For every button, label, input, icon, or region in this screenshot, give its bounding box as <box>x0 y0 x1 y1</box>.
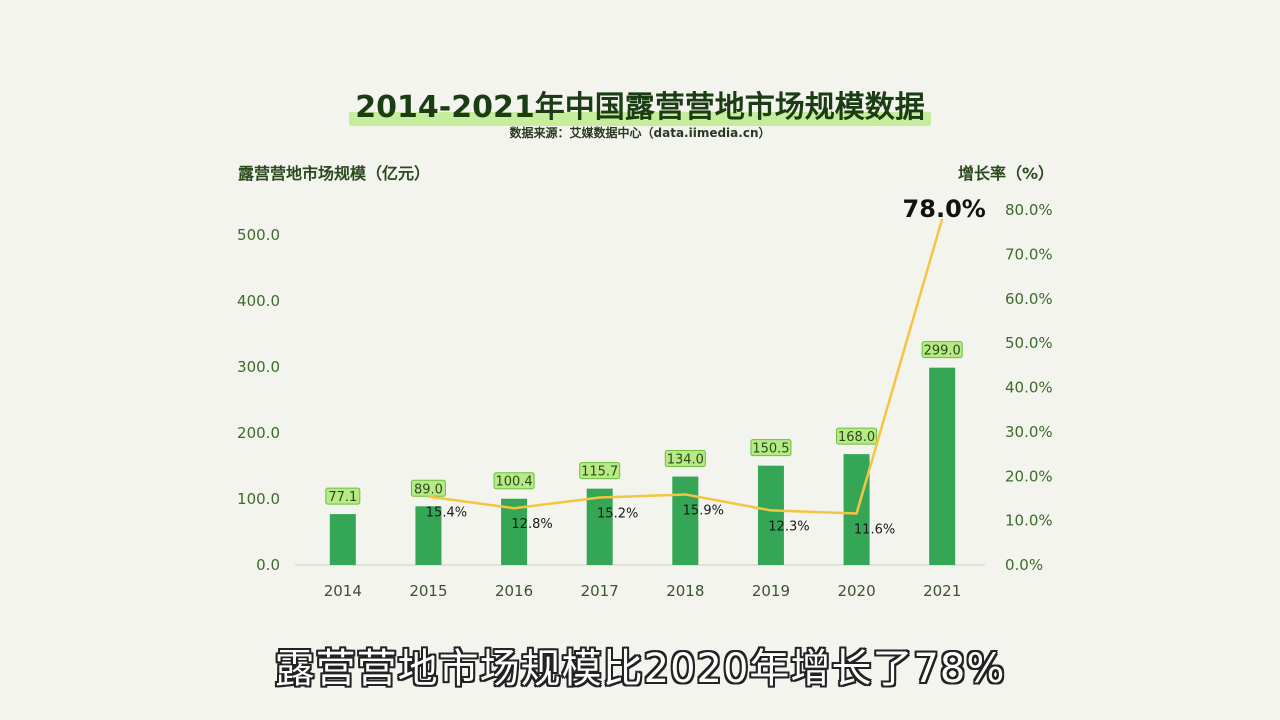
y-tick-label: 500.0 <box>237 226 280 244</box>
x-tick-label: 2017 <box>581 582 619 600</box>
y2-tick-label: 30.0% <box>1005 423 1053 441</box>
bar-value-label: 134.0 <box>667 453 704 468</box>
y-tick-label: 400.0 <box>237 292 280 310</box>
y2-tick-label: 40.0% <box>1005 379 1053 397</box>
bar-value-label: 77.1 <box>328 490 357 505</box>
bar-value-label: 89.0 <box>414 482 443 497</box>
growth-rate-label: 78.0% <box>903 195 986 223</box>
growth-rate-label: 12.8% <box>511 517 552 532</box>
growth-rate-label: 11.6% <box>854 523 895 538</box>
data-source: 数据来源：艾媒数据中心（data.iimedia.cn） <box>509 126 771 140</box>
y2-tick-label: 0.0% <box>1005 556 1043 574</box>
y2-tick-label: 70.0% <box>1005 245 1053 263</box>
y2-tick-label: 80.0% <box>1005 201 1053 219</box>
y-tick-label: 0.0 <box>256 556 280 574</box>
bar <box>415 506 442 565</box>
bar-label-bg <box>493 472 535 490</box>
bar-label-bg <box>836 427 878 445</box>
bar-value-label: 115.7 <box>581 465 618 480</box>
x-tick-label: 2014 <box>324 582 362 600</box>
y2-tick-label: 20.0% <box>1005 467 1053 485</box>
bar-label-bg <box>664 450 706 468</box>
y-tick-label: 100.0 <box>237 490 280 508</box>
bar-label-bg <box>579 462 621 480</box>
bar-value-label: 150.5 <box>752 442 789 457</box>
y-tick-label: 300.0 <box>237 358 280 376</box>
bar-value-label: 168.0 <box>838 430 875 445</box>
right-axis-title: 增长率（%） <box>957 164 1054 183</box>
bar <box>929 367 956 565</box>
bar <box>757 465 784 565</box>
bar <box>329 514 356 565</box>
x-tick-label: 2018 <box>666 582 704 600</box>
y-tick-label: 200.0 <box>237 424 280 442</box>
bar-label-bg <box>921 341 963 359</box>
growth-rate-label: 12.3% <box>768 519 809 534</box>
bar-label-bg <box>750 439 792 457</box>
x-tick-label: 2021 <box>923 582 961 600</box>
bar-label-bg <box>325 487 361 505</box>
left-axis-title: 露营营地市场规模（亿元） <box>238 164 431 183</box>
y2-tick-label: 50.0% <box>1005 334 1053 352</box>
bar <box>586 488 613 565</box>
growth-rate-line <box>428 218 944 515</box>
growth-rate-label: 15.4% <box>426 506 467 521</box>
bar-label-bg <box>410 479 446 497</box>
chart-title: 2014-2021年中国露营营地市场规模数据 <box>341 78 938 130</box>
x-tick-label: 2015 <box>409 582 447 600</box>
x-tick-label: 2019 <box>752 582 790 600</box>
growth-rate-label: 15.9% <box>683 503 724 518</box>
growth-rate-label: 15.2% <box>597 507 638 522</box>
bar <box>672 476 699 565</box>
video-subtitle: 露营营地市场规模比2020年增长了78% <box>274 646 1006 692</box>
x-tick-label: 2016 <box>495 582 533 600</box>
bar <box>501 498 528 565</box>
y2-tick-label: 10.0% <box>1005 512 1053 530</box>
bar-value-label: 100.4 <box>495 475 532 490</box>
y2-tick-label: 60.0% <box>1005 290 1053 308</box>
x-tick-label: 2020 <box>837 582 875 600</box>
bar-value-label: 299.0 <box>924 344 961 359</box>
